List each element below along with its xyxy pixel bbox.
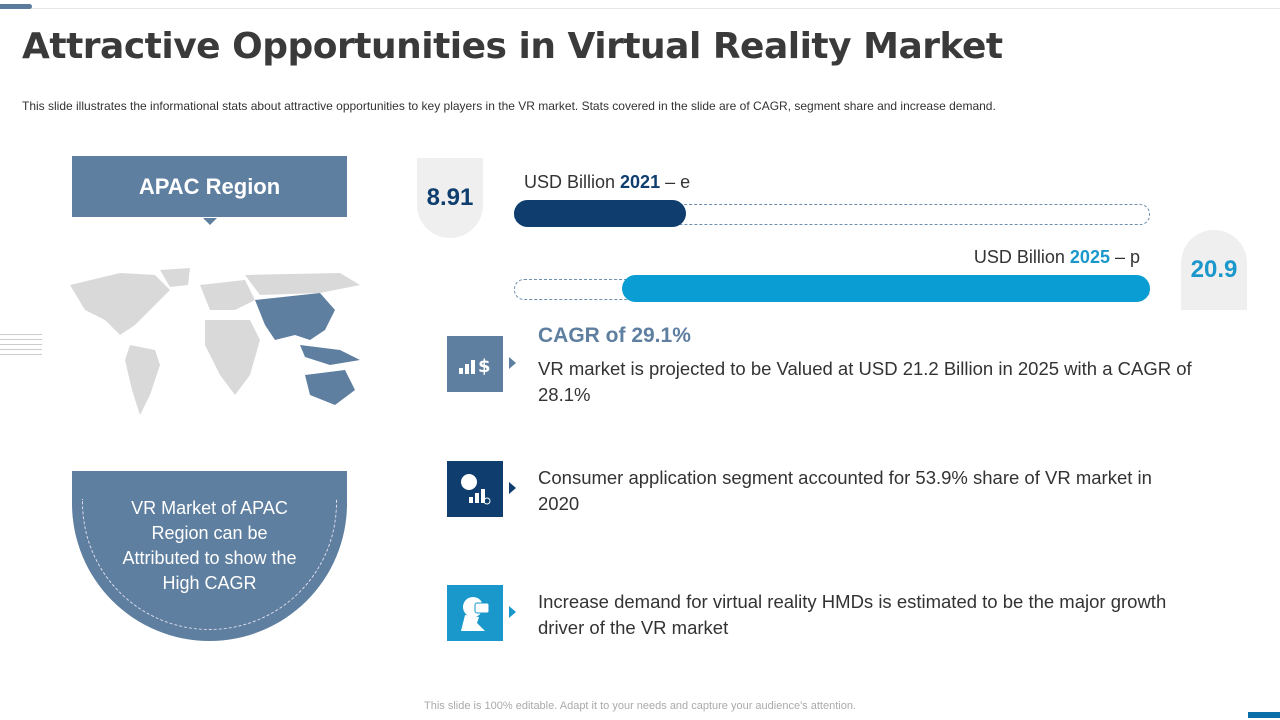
stat-text-1: VR market is projected to be Valued at U… xyxy=(538,358,1192,405)
bar-fill-2025 xyxy=(622,275,1150,302)
stat-text-3: Increase demand for virtual reality HMDs… xyxy=(538,591,1167,638)
vr-headset-icon xyxy=(447,585,516,641)
bar-fill-2021 xyxy=(514,200,686,227)
russia xyxy=(245,273,360,295)
region-note-card: VR Market of APAC Region can be Attribut… xyxy=(72,471,347,641)
asia-apac xyxy=(255,293,335,340)
australia xyxy=(305,370,355,405)
north-america xyxy=(70,273,170,335)
value-2025: 20.9 xyxy=(1181,230,1247,310)
world-map-icon xyxy=(70,268,360,415)
growth-dollar-icon: $ xyxy=(447,336,516,392)
region-note: VR Market of APAC Region can be Attribut… xyxy=(122,498,297,593)
page-title: Attractive Opportunities in Virtual Real… xyxy=(22,26,1003,67)
page-subtitle: This slide illustrates the informational… xyxy=(22,99,996,113)
region-label: APAC Region xyxy=(72,156,347,225)
cagr-heading: CAGR of 29.1% xyxy=(538,324,691,347)
top-accent xyxy=(0,4,32,9)
pie-chart-analysis-icon xyxy=(447,461,516,517)
decorative-lines xyxy=(0,334,42,359)
label-2021: USD Billion 2021 – e xyxy=(524,172,691,192)
value-2021: 8.91 xyxy=(417,158,483,238)
top-divider xyxy=(0,8,1280,9)
se-asia xyxy=(300,345,360,365)
greenland xyxy=(160,268,190,287)
svg-text:$: $ xyxy=(478,356,491,376)
stat-text-2: Consumer application segment accounted f… xyxy=(538,467,1152,514)
europe xyxy=(200,280,255,310)
africa xyxy=(205,320,260,395)
label-2025: USD Billion – p2025 – p xyxy=(973,247,1140,267)
footer-accent xyxy=(1248,712,1280,718)
south-america xyxy=(125,345,160,415)
footer-note: This slide is 100% editable. Adapt it to… xyxy=(424,700,856,712)
